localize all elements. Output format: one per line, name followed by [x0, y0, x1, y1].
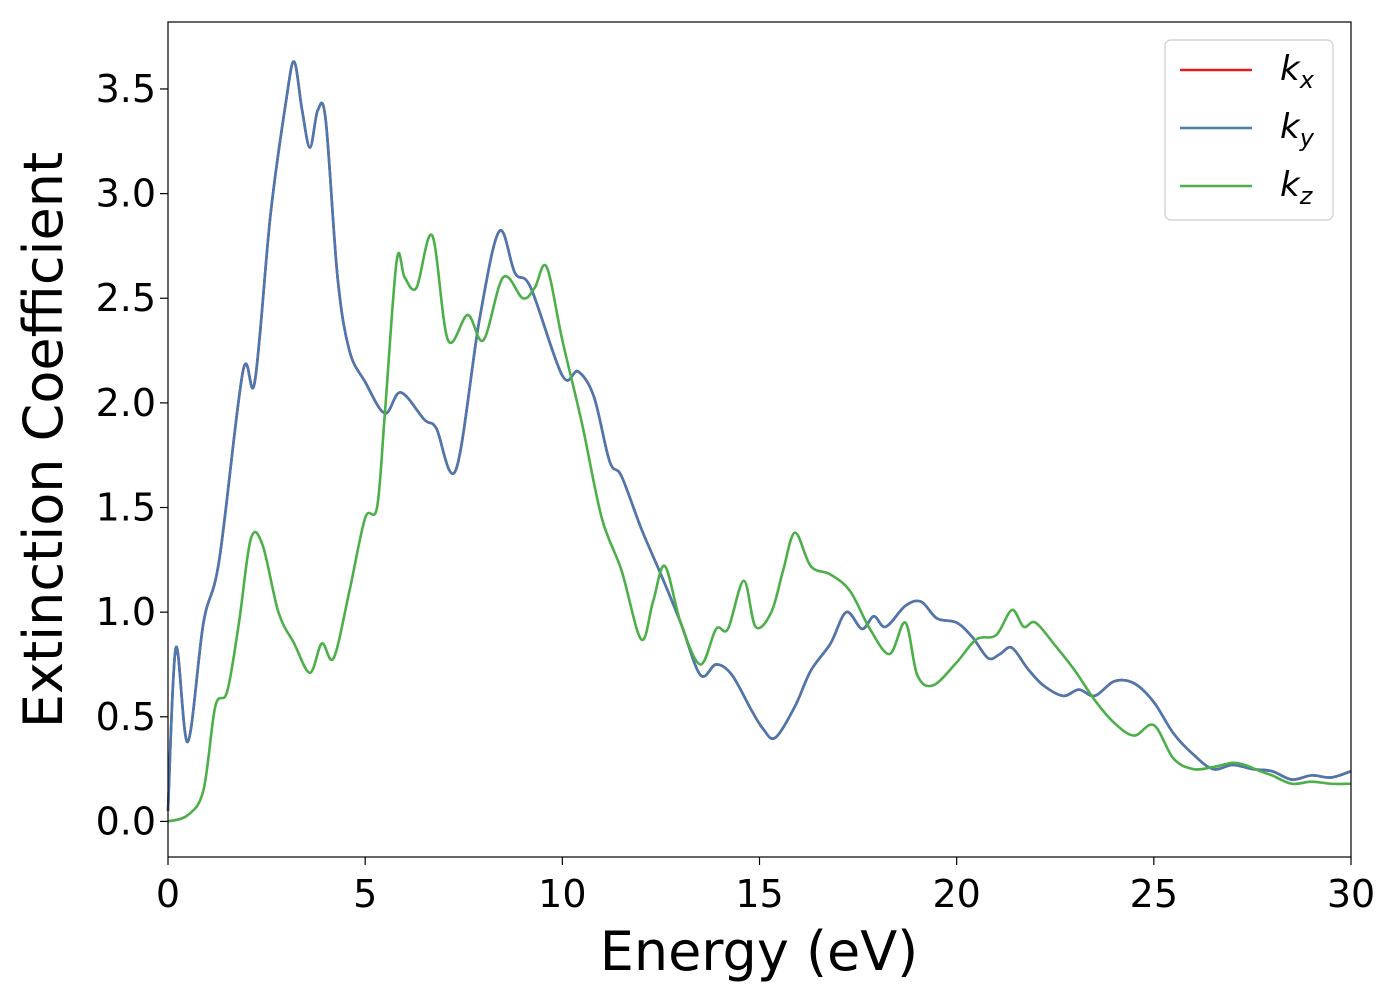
y-tick-label: 3.0: [96, 172, 156, 216]
x-tick-label: 10: [538, 872, 586, 916]
legend-label-ky: ky: [1280, 107, 1315, 152]
y-tick-label: 1.0: [96, 590, 156, 634]
plot-background: [168, 22, 1351, 857]
series-line-kz: [167, 233, 1352, 823]
y-tick-label: 0.0: [96, 799, 156, 843]
legend-label-kx: kx: [1280, 49, 1315, 94]
y-tick-label: 0.5: [96, 695, 156, 739]
y-tick-label: 2.5: [96, 276, 156, 320]
x-tick-label: 30: [1327, 872, 1375, 916]
legend: kx ky kz: [1164, 39, 1334, 221]
legend-label-kz: kz: [1280, 165, 1314, 210]
legend-frame: [1164, 39, 1334, 221]
y-tick-label: 3.5: [96, 67, 156, 111]
x-tick-label: 15: [735, 872, 783, 916]
x-tick-label: 5: [353, 872, 377, 916]
x-axis: 0 5 10 15 20 25 30: [156, 857, 1375, 916]
x-tick-label: 0: [156, 872, 180, 916]
x-tick-label: 20: [932, 872, 980, 916]
series-layer: [166, 60, 1352, 823]
y-tick-label: 2.0: [96, 381, 156, 425]
y-axis: 0.0 0.5 1.0 1.5 2.0 2.5 3.0 3.5: [96, 67, 168, 843]
y-tick-label: 1.5: [96, 486, 156, 530]
y-axis-label: Extinction Coefficient: [12, 152, 75, 728]
x-tick-label: 25: [1130, 872, 1178, 916]
x-axis-label: Energy (eV): [600, 920, 919, 983]
